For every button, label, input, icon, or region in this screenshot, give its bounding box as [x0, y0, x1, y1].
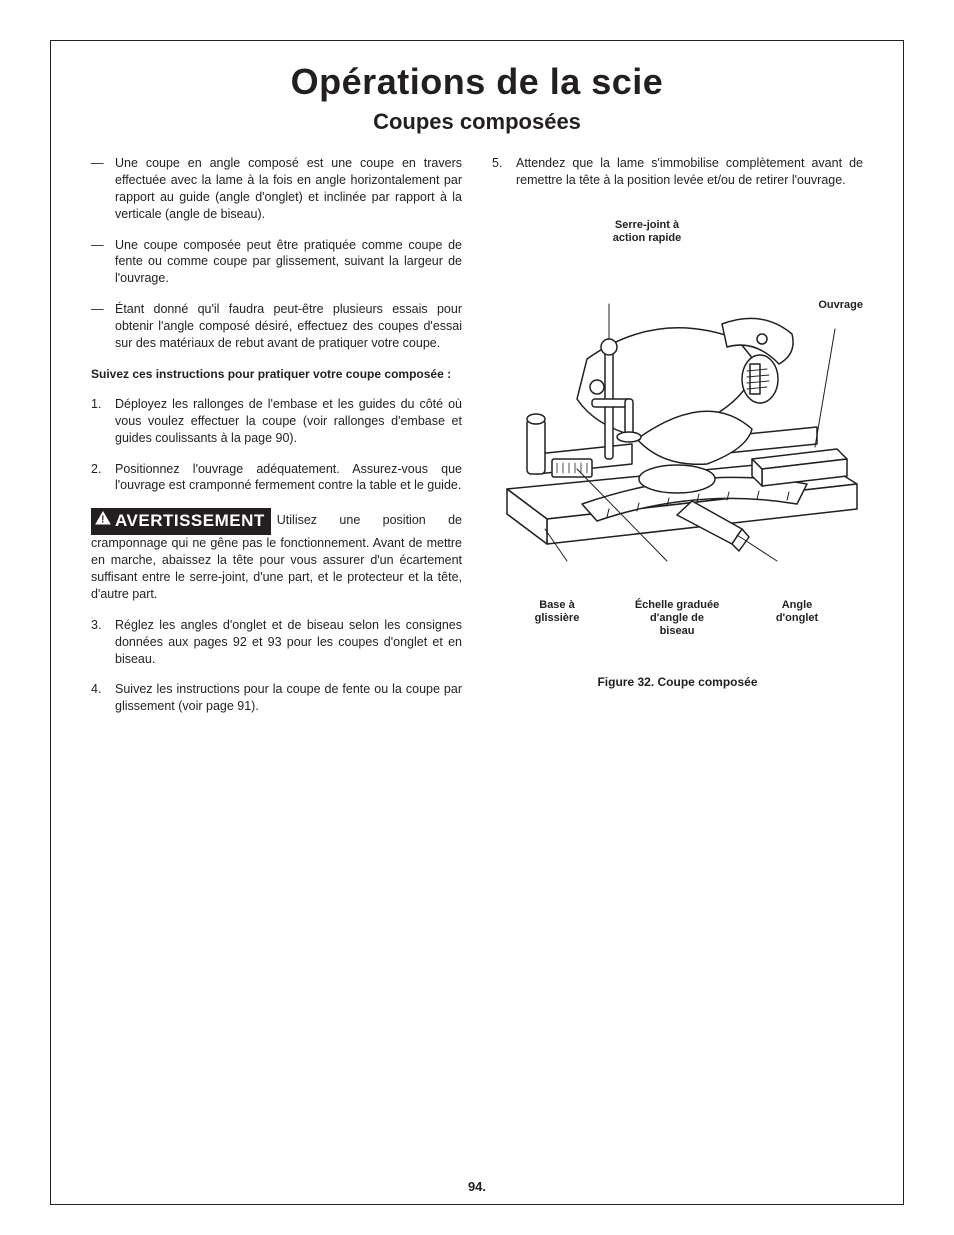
instructions-heading: Suivez ces instructions pour pratiquer v…	[91, 366, 462, 382]
warning-triangle-icon: !	[95, 511, 111, 525]
left-column: Une coupe en angle composé est une coupe…	[91, 155, 462, 729]
warning-block: ! AVERTISSEMENT Utilisez une position de…	[91, 508, 462, 602]
figure-compound-cut: Serre-joint à action rapide Ouvrage	[492, 219, 863, 689]
figure-label-scale: Échelle graduée d'angle de biseau	[612, 599, 742, 639]
figure-caption: Figure 32. Coupe composée	[492, 675, 863, 689]
step-item: Déployez les rallonges de l'embase et le…	[91, 396, 462, 447]
page-frame: Opérations de la scie Coupes composées U…	[50, 40, 904, 1205]
intro-bullet: Étant donné qu'il faudra peut-être plusi…	[91, 301, 462, 352]
warning-badge: ! AVERTISSEMENT	[91, 508, 271, 535]
page: Opérations de la scie Coupes composées U…	[0, 0, 954, 1235]
step-item: Attendez que la lame s'immobilise complè…	[492, 155, 863, 189]
intro-bullet: Une coupe composée peut être pratiquée c…	[91, 237, 462, 288]
intro-bullet-list: Une coupe en angle composé est une coupe…	[91, 155, 462, 352]
miter-saw-illustration	[497, 269, 867, 589]
step-item: Réglez les angles d'onglet et de biseau …	[91, 617, 462, 668]
page-subtitle: Coupes composées	[91, 109, 863, 135]
figure-label-angle: Angle d'onglet	[757, 599, 837, 625]
steps-list-second: Réglez les angles d'onglet et de biseau …	[91, 617, 462, 715]
step-item: Positionnez l'ouvrage adéquatement. Assu…	[91, 461, 462, 495]
figure-label-base: Base à glissière	[517, 599, 597, 625]
steps-list-right: Attendez que la lame s'immobilise complè…	[492, 155, 863, 189]
svg-text:!: !	[101, 515, 105, 526]
intro-bullet: Une coupe en angle composé est une coupe…	[91, 155, 462, 223]
page-title: Opérations de la scie	[91, 61, 863, 103]
steps-list-first: Déployez les rallonges de l'embase et le…	[91, 396, 462, 494]
warning-label: AVERTISSEMENT	[115, 511, 265, 530]
figure-label-clamp: Serre-joint à action rapide	[592, 219, 702, 245]
page-number: 94.	[51, 1179, 903, 1194]
step-item: Suivez les instructions pour la coupe de…	[91, 681, 462, 715]
right-column: Attendez que la lame s'immobilise complè…	[492, 155, 863, 729]
content-columns: Une coupe en angle composé est une coupe…	[91, 155, 863, 729]
